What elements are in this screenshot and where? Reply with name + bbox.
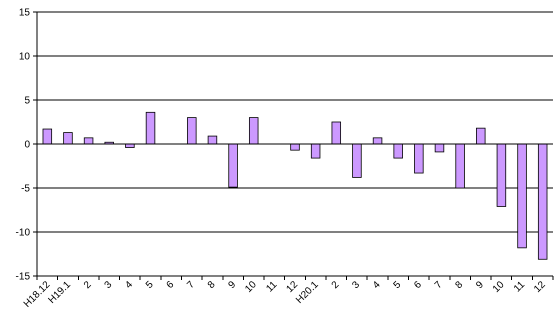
bar	[414, 143, 424, 174]
bar	[290, 143, 300, 151]
bar	[476, 127, 486, 145]
bar	[372, 137, 383, 145]
x-tick-label: H18.12	[22, 279, 53, 310]
x-tick-label: 3	[350, 279, 362, 291]
x-tick-label: 11	[512, 279, 527, 294]
axes	[36, 12, 553, 276]
y-tick-label: 15	[19, 8, 31, 19]
x-tick-label: 11	[264, 279, 279, 294]
x-tick-label: 7	[433, 279, 445, 291]
x-tick-label: 5	[392, 279, 404, 291]
x-tick-label: 12	[284, 279, 300, 295]
bar	[352, 143, 362, 178]
y-tick-label: -10	[16, 228, 31, 239]
bar	[228, 143, 238, 188]
x-tick-label: 6	[165, 279, 177, 291]
x-tick-label: 3	[103, 279, 115, 291]
x-tick-label: H19.1	[46, 279, 73, 306]
bar	[145, 111, 156, 145]
bar	[42, 128, 53, 145]
x-tick-label: 12	[532, 279, 548, 295]
y-tick-label: 0	[24, 140, 30, 151]
bar	[125, 143, 135, 148]
x-tick-label: H20.1	[294, 279, 321, 306]
bar	[496, 143, 507, 207]
x-tick-label: 9	[226, 279, 238, 291]
x-tick-label: 8	[454, 279, 466, 291]
bar	[393, 143, 403, 159]
bar	[63, 132, 73, 145]
bars	[42, 111, 548, 260]
x-tick-label: 5	[144, 279, 156, 291]
y-tick-label: -5	[21, 184, 30, 195]
x-tick-label: 6	[412, 279, 424, 291]
bar	[455, 143, 465, 189]
y-tick-label: -15	[16, 272, 31, 283]
bar	[310, 143, 321, 159]
y-tick-label: 5	[24, 96, 30, 107]
x-tick-label: 4	[371, 279, 383, 291]
bar	[434, 143, 445, 153]
x-tick-label: 9	[474, 279, 486, 291]
x-tick-label: 10	[491, 279, 507, 295]
bar	[331, 121, 342, 145]
x-tick-label: 4	[123, 279, 135, 291]
x-tick-label: 7	[185, 279, 197, 291]
x-tick-label: 2	[82, 279, 94, 291]
bar	[537, 143, 548, 260]
x-tick-label: 10	[243, 279, 259, 295]
x-tick-label: 8	[206, 279, 218, 291]
bar	[517, 143, 527, 249]
x-tick-label: 2	[330, 279, 342, 291]
bar	[83, 137, 94, 145]
y-axis-ticks: 15 10 5 0 -5 -10 -15	[16, 8, 37, 283]
bar	[248, 117, 259, 145]
bar	[187, 117, 197, 145]
bar	[207, 135, 218, 145]
y-tick-label: 10	[19, 52, 31, 63]
